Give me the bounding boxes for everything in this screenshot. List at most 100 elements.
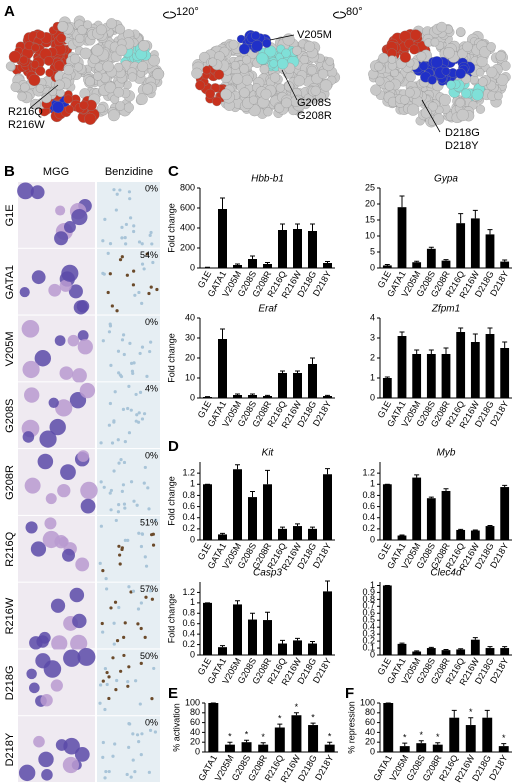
- cell: [98, 561, 102, 565]
- row-label: G208S: [4, 399, 16, 433]
- cell: [113, 390, 117, 394]
- cell: [109, 606, 113, 610]
- cell: [99, 524, 103, 528]
- y-tick-label: 80: [190, 707, 200, 717]
- bar: [426, 354, 436, 398]
- cell: [127, 665, 131, 669]
- residue-label: R216Q: [8, 106, 43, 118]
- y-tick-label: 0.7: [362, 601, 375, 611]
- cell: [143, 635, 147, 639]
- atom: [202, 65, 212, 75]
- y-tick-label: 2: [370, 352, 375, 362]
- atom: [195, 80, 206, 91]
- cell: [105, 670, 109, 675]
- atom: [378, 52, 389, 64]
- cell: [152, 666, 156, 671]
- cell: [154, 518, 158, 522]
- bar: [470, 639, 480, 655]
- bar: [500, 487, 510, 540]
- bar: [308, 643, 317, 655]
- y-tick-label: 40: [190, 727, 200, 737]
- error-bar: [227, 741, 233, 745]
- cell: [133, 293, 137, 297]
- cell: [55, 399, 73, 417]
- bar: [412, 262, 422, 268]
- y-tick-label: 0.6: [362, 608, 375, 618]
- atom: [75, 34, 85, 44]
- cell: [131, 732, 135, 736]
- cell: [101, 239, 105, 243]
- significance-mark: *: [311, 712, 315, 722]
- error-bar: [428, 349, 434, 354]
- cell: [118, 258, 123, 262]
- bar: [203, 397, 212, 398]
- error-bar: [310, 223, 315, 231]
- y-tick-label: 200: [180, 242, 195, 252]
- pointer-line: [421, 99, 441, 133]
- cell: [131, 283, 136, 287]
- error-bar: [458, 528, 464, 530]
- atom: [43, 56, 54, 66]
- bar: [426, 498, 436, 540]
- bar: [263, 396, 272, 398]
- bar: [412, 477, 422, 540]
- row-label: V205M: [4, 332, 16, 367]
- cell: [124, 242, 128, 246]
- percent-label: 0%: [145, 183, 158, 193]
- atom: [123, 102, 134, 113]
- cell: [69, 587, 85, 603]
- cell: [71, 208, 88, 226]
- atom: [462, 41, 473, 53]
- atom: [420, 107, 432, 119]
- bar: [233, 604, 242, 655]
- cell: [24, 477, 41, 494]
- atom: [113, 87, 124, 98]
- atom: [277, 58, 289, 70]
- y-tick-label: 40: [185, 312, 195, 322]
- y-tick-label: 60: [365, 717, 375, 727]
- panel-label: B: [4, 163, 15, 180]
- cell: [126, 406, 130, 411]
- cell: [144, 564, 149, 568]
- atom: [443, 47, 455, 59]
- percent-label: 50%: [140, 651, 158, 661]
- atom: [148, 54, 160, 67]
- atom: [409, 29, 422, 41]
- y-tick-label: 0.6: [362, 501, 375, 511]
- cell: [112, 642, 116, 646]
- cell: [128, 341, 132, 346]
- cell: [103, 707, 107, 712]
- atom: [96, 104, 106, 113]
- bar: [241, 742, 252, 752]
- cell: [101, 568, 105, 573]
- atom: [430, 56, 444, 69]
- error-bar: [428, 246, 434, 249]
- y-tick-label: 0.6: [182, 501, 195, 511]
- cell: [111, 656, 115, 660]
- cell: [72, 613, 87, 629]
- significance-mark: *: [469, 707, 473, 717]
- cell: [118, 188, 122, 192]
- error-bar: [458, 327, 464, 332]
- y-axis-label: % repression: [346, 701, 356, 754]
- cell: [117, 503, 121, 507]
- percent-label: 4%: [145, 384, 158, 394]
- cell: [69, 392, 87, 409]
- cell: [138, 390, 143, 394]
- atom: [208, 57, 218, 67]
- cell: [77, 330, 89, 341]
- bar: [278, 528, 287, 540]
- y-tick-label: 0.9: [362, 587, 375, 597]
- error-bar: [265, 262, 270, 264]
- chart-title: Clec4d: [430, 568, 462, 579]
- cell: [140, 417, 145, 421]
- pointer-line: [29, 84, 59, 109]
- cell: [121, 407, 126, 412]
- cell: [120, 489, 124, 493]
- cell: [107, 330, 112, 334]
- cell: [68, 284, 83, 299]
- bar: [500, 348, 510, 398]
- cell: [140, 262, 145, 266]
- error-bar: [310, 722, 316, 726]
- cell: [55, 205, 66, 216]
